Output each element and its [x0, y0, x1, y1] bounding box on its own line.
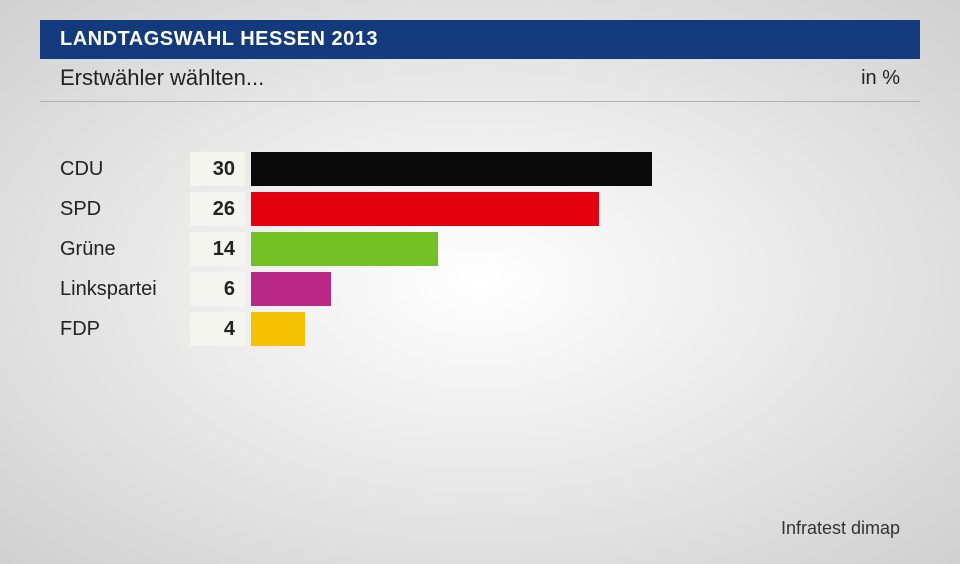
value-cell: 4 — [190, 312, 245, 346]
chart-area: CDU 30 SPD 26 Grüne 14 Linkspartei 6 FDP… — [60, 152, 920, 346]
header-title: LANDTAGSWAHL HESSEN 2013 — [60, 28, 378, 50]
bar-container — [251, 232, 920, 266]
bar-spd — [251, 192, 599, 226]
chart-row: FDP 4 — [60, 312, 920, 346]
chart-row: Grüne 14 — [60, 232, 920, 266]
party-label: CDU — [60, 158, 190, 181]
subtitle: Erstwähler wählten... — [60, 65, 264, 91]
header-bar: LANDTAGSWAHL HESSEN 2013 — [40, 20, 920, 59]
party-label: FDP — [60, 318, 190, 341]
party-label: Linkspartei — [60, 278, 190, 301]
party-label: Grüne — [60, 238, 190, 261]
bar-container — [251, 312, 920, 346]
value-cell: 14 — [190, 232, 245, 266]
chart-row: CDU 30 — [60, 152, 920, 186]
chart-row: Linkspartei 6 — [60, 272, 920, 306]
bar-gruene — [251, 232, 438, 266]
unit-label: in % — [861, 67, 900, 90]
bar-container — [251, 192, 920, 226]
subtitle-row: Erstwähler wählten... in % — [40, 65, 920, 102]
value-cell: 26 — [190, 192, 245, 226]
source-label: Infratest dimap — [781, 518, 900, 539]
value-cell: 30 — [190, 152, 245, 186]
value-cell: 6 — [190, 272, 245, 306]
chart-row: SPD 26 — [60, 192, 920, 226]
party-label: SPD — [60, 198, 190, 221]
bar-linkspartei — [251, 272, 331, 306]
bar-cdu — [251, 152, 652, 186]
bar-container — [251, 152, 920, 186]
bar-container — [251, 272, 920, 306]
bar-fdp — [251, 312, 305, 346]
